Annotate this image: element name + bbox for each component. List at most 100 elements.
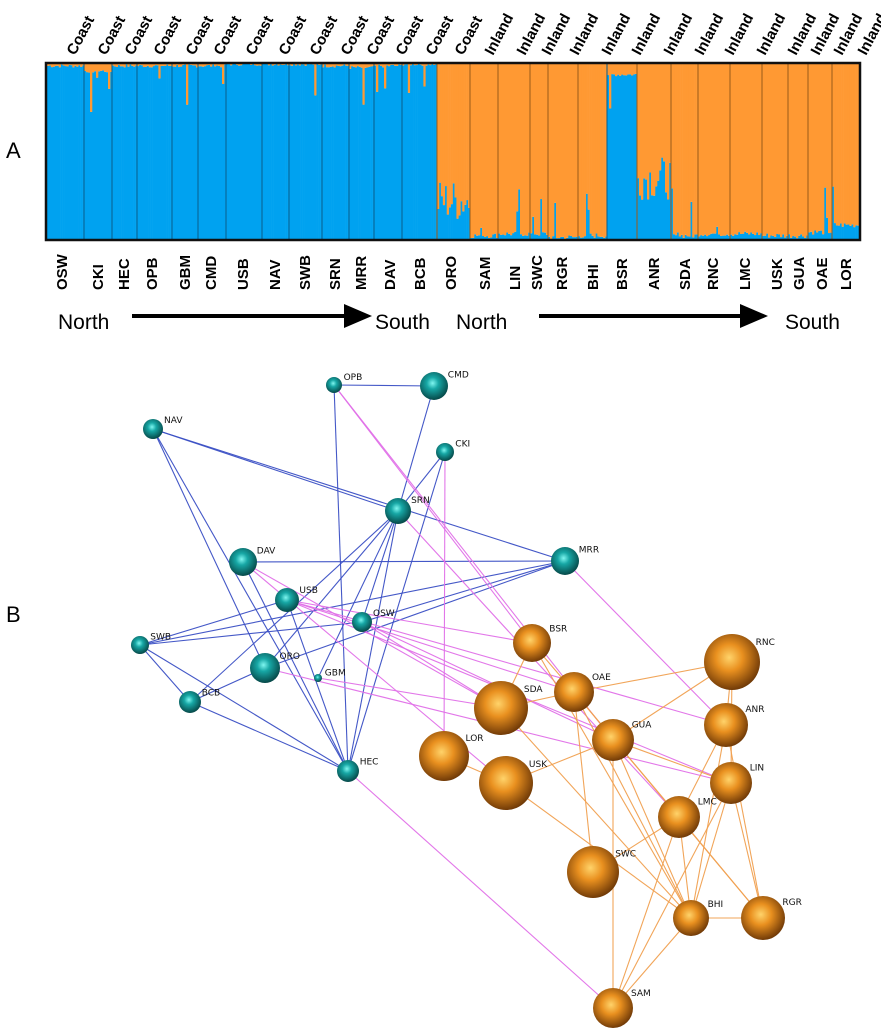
bar-segment-coastal [754, 235, 757, 239]
node-sphere[interactable] [143, 419, 163, 439]
network-node-mrr[interactable]: MRR [551, 546, 599, 575]
node-sphere[interactable] [436, 443, 454, 461]
bar-segment-coastal [841, 226, 844, 239]
node-sphere[interactable] [551, 547, 579, 575]
bar-segment-inland [62, 64, 65, 66]
node-sphere[interactable] [250, 653, 280, 683]
edge-inland [690, 782, 732, 919]
bar-segment-coastal [722, 235, 725, 239]
bar-segment-coastal [482, 236, 485, 239]
bar-segment-inland [196, 64, 199, 68]
region-label: Inland [629, 11, 665, 58]
network-node-nav[interactable]: NAV [143, 416, 183, 439]
node-sphere[interactable] [474, 681, 528, 735]
node-sphere[interactable] [710, 762, 752, 804]
node-sphere[interactable] [131, 636, 149, 654]
node-sphere[interactable] [593, 988, 633, 1028]
bar-segment-inland [552, 64, 555, 237]
network-node-anr[interactable]: ANR [704, 703, 765, 747]
bar-segment-coastal [170, 65, 173, 240]
bar-segment-inland [686, 64, 689, 237]
node-sphere[interactable] [337, 760, 359, 782]
node-sphere[interactable] [592, 719, 634, 761]
node-sphere[interactable] [352, 612, 372, 632]
bar-segment-coastal [50, 67, 54, 239]
bar-segment-inland [665, 64, 668, 193]
network-node-swc[interactable]: SWC [567, 846, 636, 898]
network-node-swb[interactable]: SWB [131, 633, 171, 654]
node-sphere[interactable] [420, 372, 448, 400]
region-label: Inland [482, 11, 518, 58]
bar-segment-coastal [770, 235, 773, 239]
node-sphere[interactable] [326, 377, 342, 393]
node-label: HEC [360, 757, 379, 767]
bar-segment-inland [514, 64, 517, 232]
network-node-oro[interactable]: ORO [250, 652, 300, 683]
network-node-rgr[interactable]: RGR [741, 896, 802, 940]
node-sphere[interactable] [704, 703, 748, 747]
node-sphere[interactable] [385, 498, 411, 524]
network-node-osw[interactable]: OSW [352, 609, 395, 632]
node-sphere[interactable] [741, 896, 785, 940]
bar-segment-coastal [194, 65, 197, 239]
network-node-lor[interactable]: LOR [419, 731, 484, 781]
bar-segment-inland [720, 64, 723, 236]
network-node-srn[interactable]: SRN [385, 496, 430, 524]
node-sphere[interactable] [658, 796, 700, 838]
bar-segment-inland [48, 64, 52, 66]
network-node-lin[interactable]: LIN [710, 762, 764, 804]
node-sphere[interactable] [419, 731, 469, 781]
population-label: BHI [585, 264, 602, 290]
network-node-dav[interactable]: DAV [229, 547, 276, 576]
network-node-hec[interactable]: HEC [337, 757, 378, 782]
network-node-gbm[interactable]: GBM [314, 669, 346, 682]
node-sphere[interactable] [673, 900, 709, 936]
network-node-lmc[interactable]: LMC [658, 796, 717, 838]
node-sphere[interactable] [314, 674, 322, 682]
bar-segment-coastal [164, 65, 167, 240]
bar-segment-inland [782, 64, 785, 235]
bar-segment-coastal [238, 65, 241, 239]
bar-segment-inland [279, 64, 282, 65]
bar-segment-inland [506, 64, 509, 233]
bar-segment-inland [106, 64, 109, 73]
bar-segment-inland [47, 64, 50, 66]
network-node-bcb[interactable]: BCB [179, 688, 220, 713]
network-node-cki[interactable]: CKI [436, 440, 470, 461]
bar-segment-inland [462, 64, 465, 212]
network-node-bsr[interactable]: BSR [513, 624, 567, 662]
network-node-opb[interactable]: OPB [326, 373, 362, 393]
bar-segment-coastal [843, 223, 846, 239]
population-label: SWB [297, 255, 314, 290]
network-node-bhi[interactable]: BHI [673, 900, 723, 936]
bar-segment-inland [214, 64, 217, 67]
bar-segment-inland [238, 64, 241, 66]
node-sphere[interactable] [704, 634, 760, 690]
node-sphere[interactable] [554, 672, 594, 712]
bar-segment-coastal [522, 235, 525, 239]
node-sphere[interactable] [567, 846, 619, 898]
node-sphere[interactable] [479, 756, 533, 810]
bar-segment-coastal [78, 65, 81, 240]
network-node-usb[interactable]: USB [275, 586, 318, 612]
bar-segment-inland [760, 64, 763, 234]
network-node-cmd[interactable]: CMD [420, 371, 469, 400]
bar-segment-inland [378, 64, 381, 65]
network-node-sda[interactable]: SDA [474, 681, 543, 735]
network-node-rnc[interactable]: RNC [704, 634, 775, 690]
network-node-gua[interactable]: GUA [592, 719, 652, 761]
network-node-sam[interactable]: SAM [593, 988, 651, 1028]
node-label: LIN [750, 763, 764, 773]
bar-segment-coastal [206, 65, 209, 239]
edge-coastal [189, 701, 349, 772]
node-sphere[interactable] [179, 691, 201, 713]
bar-segment-coastal [390, 64, 393, 240]
node-sphere[interactable] [275, 588, 299, 612]
bar-segment-inland [331, 64, 334, 67]
node-sphere[interactable] [513, 624, 551, 662]
network-node-usk[interactable]: USK [479, 756, 548, 810]
bar-segment-inland [356, 64, 359, 67]
bar-segment-coastal [690, 201, 693, 239]
network-node-oae[interactable]: OAE [554, 672, 611, 712]
node-sphere[interactable] [229, 548, 257, 576]
